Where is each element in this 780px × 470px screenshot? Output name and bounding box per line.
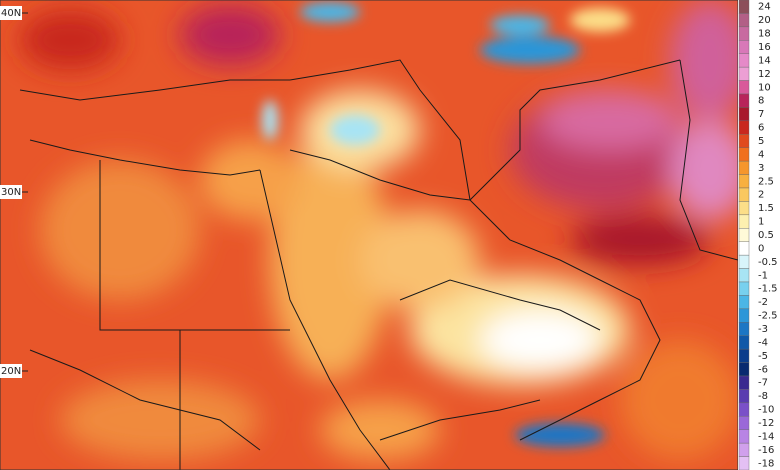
legend-label: 18 xyxy=(758,29,771,40)
legend-label: 12 xyxy=(758,69,771,80)
legend-label: 10 xyxy=(758,82,771,93)
legend-swatch xyxy=(738,429,750,444)
legend-label: -2 xyxy=(758,297,768,308)
boundaries xyxy=(19,59,738,470)
legend-label: 0 xyxy=(758,243,764,254)
legend-label: 8 xyxy=(758,96,764,107)
color-legend: 24 20 18 16 14 12 10 8 7 6 5 4 3 2.5 2 1.5 1 0.5 0 -0.5 -1 -1… xyxy=(738,0,780,470)
legend-label: 20 xyxy=(758,15,771,26)
legend-label: 14 xyxy=(758,55,771,66)
lat-label: 40N xyxy=(1,8,21,19)
legend-label: 7 xyxy=(758,109,764,120)
legend-swatch xyxy=(738,214,750,229)
legend-label: -4 xyxy=(758,337,768,348)
legend-label: -3 xyxy=(758,324,768,335)
legend-label: -1 xyxy=(758,270,768,281)
legend-label: -7 xyxy=(758,378,768,389)
legend-swatch xyxy=(738,160,750,175)
legend-swatch xyxy=(738,308,750,323)
legend-swatch xyxy=(738,93,750,108)
lat-label-bg xyxy=(0,364,22,378)
legend-label: -6 xyxy=(758,364,768,375)
legend-label: 5 xyxy=(758,136,764,147)
legend-swatch xyxy=(738,254,750,269)
legend-swatch xyxy=(738,402,750,417)
lat-label-bg xyxy=(0,6,22,20)
legend-swatch xyxy=(738,13,750,28)
legend-label: -16 xyxy=(758,445,774,456)
legend-label: -1.5 xyxy=(758,284,778,295)
legend-swatch xyxy=(738,335,750,350)
legend-swatch xyxy=(738,66,750,81)
legend-swatch xyxy=(738,348,750,363)
legend-swatch xyxy=(738,295,750,310)
lat-label: 20N xyxy=(1,366,21,377)
legend-label: -2.5 xyxy=(758,311,778,322)
legend-label: 2 xyxy=(758,190,764,201)
legend-swatch xyxy=(738,187,750,202)
legend-swatch xyxy=(738,53,750,68)
legend-swatch xyxy=(738,147,750,162)
legend-swatch xyxy=(738,26,750,41)
legend-swatch xyxy=(738,174,750,189)
legend-swatch xyxy=(738,80,750,95)
legend-swatch xyxy=(738,268,750,283)
lat-label-bg xyxy=(0,185,22,199)
legend-label: 16 xyxy=(758,42,771,53)
legend-swatch xyxy=(738,134,750,148)
legend-label: -10 xyxy=(758,405,774,416)
legend-swatch xyxy=(738,228,750,242)
legend-swatch xyxy=(738,120,750,135)
legend-label: 3 xyxy=(758,163,764,174)
legend-label: 1 xyxy=(758,217,764,228)
legend-label: -0.5 xyxy=(758,257,778,268)
legend-swatch xyxy=(738,201,750,216)
legend-swatch xyxy=(738,281,750,296)
anomaly-field xyxy=(0,0,738,470)
legend-swatch xyxy=(738,389,750,404)
legend-swatch xyxy=(738,442,750,457)
legend-swatch xyxy=(738,456,750,470)
legend-label: 2.5 xyxy=(758,176,774,187)
lat-axis: 40N 30N 20N xyxy=(0,6,28,378)
legend-label: 1.5 xyxy=(758,203,774,214)
legend-label: -5 xyxy=(758,351,768,362)
legend-swatch xyxy=(738,362,750,377)
legend-label: -14 xyxy=(758,431,774,442)
legend-label: -18 xyxy=(758,458,774,469)
lat-label: 30N xyxy=(1,187,21,198)
legend-swatch xyxy=(738,107,750,122)
legend-label: -8 xyxy=(758,391,768,402)
legend-swatch xyxy=(738,416,750,430)
legend-swatch xyxy=(738,241,750,256)
legend-label: 0.5 xyxy=(758,230,774,241)
legend-swatch xyxy=(738,375,750,390)
legend-swatch xyxy=(738,0,750,14)
legend-label: 6 xyxy=(758,123,764,134)
legend-swatch xyxy=(738,40,750,54)
legend-label: 24 xyxy=(758,2,771,13)
legend-swatch xyxy=(738,322,750,336)
legend-label: -12 xyxy=(758,418,774,429)
legend-label: 4 xyxy=(758,149,764,160)
